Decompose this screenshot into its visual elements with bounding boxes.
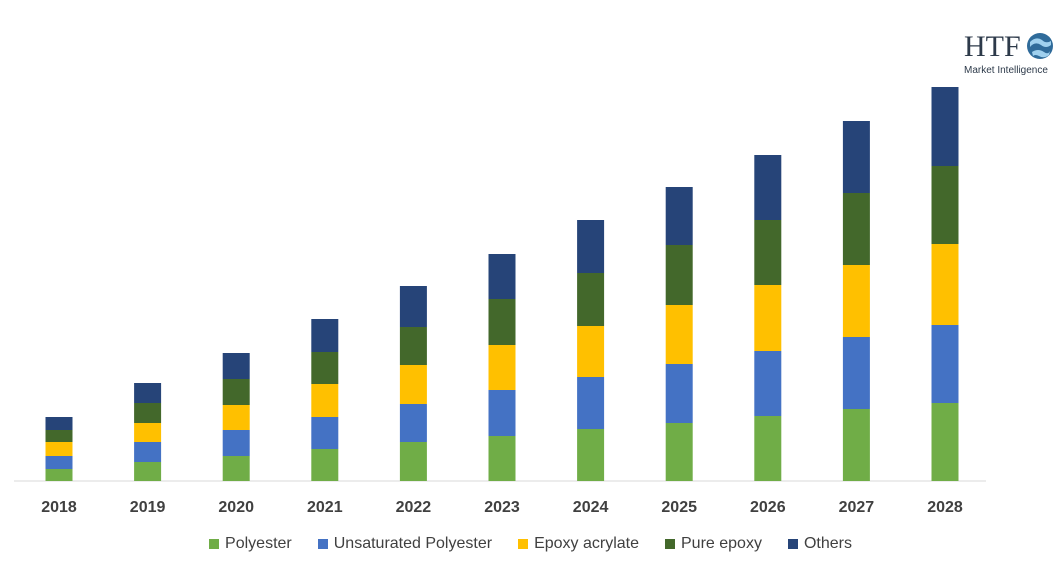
bar-segment-2021-pure-epoxy bbox=[311, 352, 339, 384]
x-tick-labels: 2018 2019 2020 2021 2022 2023 2024 2025 2026 2027… bbox=[41, 499, 963, 516]
logo-subtitle: Market Intelligence bbox=[964, 65, 1048, 76]
bar-segment-2019-others bbox=[134, 383, 162, 403]
bar-segment-2024-others bbox=[577, 220, 605, 273]
bar-segment-2023-polyester bbox=[488, 436, 516, 481]
bar-segment-2024-pure-epoxy bbox=[577, 273, 605, 326]
htf-logo: HTF Market Intelligence bbox=[962, 30, 1060, 80]
x-tick-label: 2025 bbox=[661, 499, 697, 516]
legend-item: Polyester bbox=[209, 535, 292, 553]
bar-segment-2027-others bbox=[842, 121, 870, 193]
bar-segment-2018-pure-epoxy bbox=[45, 430, 73, 442]
bar-segment-2019-unsaturated-polyester bbox=[134, 442, 162, 462]
bar-segment-2025-polyester bbox=[665, 423, 693, 481]
bar-segment-2025-others bbox=[665, 187, 693, 245]
bars-group bbox=[45, 87, 959, 481]
bar-segment-2022-others bbox=[399, 286, 427, 327]
bar-segment-2027-unsaturated-polyester bbox=[842, 337, 870, 409]
bar-segment-2018-unsaturated-polyester bbox=[45, 456, 73, 469]
legend-item: Pure epoxy bbox=[665, 535, 762, 553]
legend-item: Epoxy acrylate bbox=[518, 535, 639, 553]
bar-segment-2028-polyester bbox=[931, 403, 959, 481]
bar-segment-2020-epoxy-acrylate bbox=[222, 405, 250, 430]
bar-segment-2020-pure-epoxy bbox=[222, 379, 250, 405]
bar-segment-2027-polyester bbox=[842, 409, 870, 481]
bar-segment-2024-unsaturated-polyester bbox=[577, 377, 605, 429]
chart-legend: Polyester Unsaturated Polyester Epoxy acry… bbox=[0, 532, 1061, 556]
bar-segment-2019-epoxy-acrylate bbox=[134, 423, 162, 442]
bar-segment-2020-unsaturated-polyester bbox=[222, 430, 250, 456]
bar-segment-2021-others bbox=[311, 319, 339, 352]
bar-segment-2022-unsaturated-polyester bbox=[399, 404, 427, 442]
bar-segment-2018-others bbox=[45, 417, 73, 430]
bar-segment-2020-polyester bbox=[222, 456, 250, 481]
bar-segment-2025-epoxy-acrylate bbox=[665, 305, 693, 364]
bar-segment-2023-unsaturated-polyester bbox=[488, 390, 516, 436]
bar-segment-2027-epoxy-acrylate bbox=[842, 265, 870, 337]
x-tick-label: 2027 bbox=[839, 499, 875, 516]
bar-segment-2018-polyester bbox=[45, 469, 73, 481]
legend-label: Pure epoxy bbox=[681, 535, 762, 552]
bar-segment-2021-polyester bbox=[311, 449, 339, 481]
bar-segment-2023-others bbox=[488, 254, 516, 299]
legend-item: Others bbox=[787, 535, 852, 553]
bar-segment-2026-others bbox=[754, 155, 782, 220]
bar-segment-2019-polyester bbox=[134, 462, 162, 481]
bar-segment-2022-pure-epoxy bbox=[399, 327, 427, 365]
bar-segment-2025-unsaturated-polyester bbox=[665, 364, 693, 423]
bar-segment-2028-pure-epoxy bbox=[931, 166, 959, 244]
x-tick-label: 2022 bbox=[396, 499, 432, 516]
legend-swatch bbox=[518, 539, 529, 549]
legend-label: Unsaturated Polyester bbox=[333, 535, 493, 552]
bar-segment-2023-pure-epoxy bbox=[488, 299, 516, 345]
legend-label: Polyester bbox=[225, 535, 292, 552]
bar-segment-2022-epoxy-acrylate bbox=[399, 365, 427, 404]
bar-segment-2028-epoxy-acrylate bbox=[931, 244, 959, 325]
bar-segment-2024-polyester bbox=[577, 429, 605, 481]
bar-segment-2026-epoxy-acrylate bbox=[754, 285, 782, 351]
bar-segment-2028-others bbox=[931, 87, 959, 166]
x-tick-label: 2024 bbox=[573, 499, 609, 516]
legend-swatch bbox=[209, 539, 220, 549]
bar-segment-2023-epoxy-acrylate bbox=[488, 345, 516, 390]
bar-segment-2027-pure-epoxy bbox=[842, 193, 870, 265]
x-tick-label: 2021 bbox=[307, 499, 343, 516]
bar-segment-2024-epoxy-acrylate bbox=[577, 326, 605, 377]
legend-item: Unsaturated Polyester bbox=[317, 535, 493, 553]
bar-segment-2028-unsaturated-polyester bbox=[931, 325, 959, 403]
bar-segment-2020-others bbox=[222, 353, 250, 379]
logo-mark-text: HTF bbox=[964, 30, 1021, 63]
bar-segment-2026-polyester bbox=[754, 416, 782, 481]
x-tick-label: 2020 bbox=[218, 499, 254, 516]
globe-icon bbox=[1027, 33, 1053, 59]
bar-segment-2019-pure-epoxy bbox=[134, 403, 162, 423]
bar-segment-2026-pure-epoxy bbox=[754, 220, 782, 285]
x-tick-label: 2023 bbox=[484, 499, 520, 516]
bar-segment-2021-unsaturated-polyester bbox=[311, 417, 339, 449]
bar-segment-2026-unsaturated-polyester bbox=[754, 351, 782, 416]
x-tick-label: 2019 bbox=[130, 499, 166, 516]
legend-swatch bbox=[787, 539, 798, 549]
x-tick-label: 2028 bbox=[927, 499, 963, 516]
legend-label: Epoxy acrylate bbox=[534, 535, 639, 552]
legend-swatch bbox=[317, 539, 328, 549]
legend-swatch bbox=[665, 539, 675, 549]
x-tick-label: 2026 bbox=[750, 499, 786, 516]
bar-segment-2021-epoxy-acrylate bbox=[311, 384, 339, 417]
legend-label: Others bbox=[803, 535, 852, 552]
bar-segment-2022-polyester bbox=[399, 442, 427, 481]
x-tick-label: 2018 bbox=[41, 499, 77, 516]
bar-segment-2025-pure-epoxy bbox=[665, 245, 693, 305]
bar-segment-2018-epoxy-acrylate bbox=[45, 442, 73, 456]
